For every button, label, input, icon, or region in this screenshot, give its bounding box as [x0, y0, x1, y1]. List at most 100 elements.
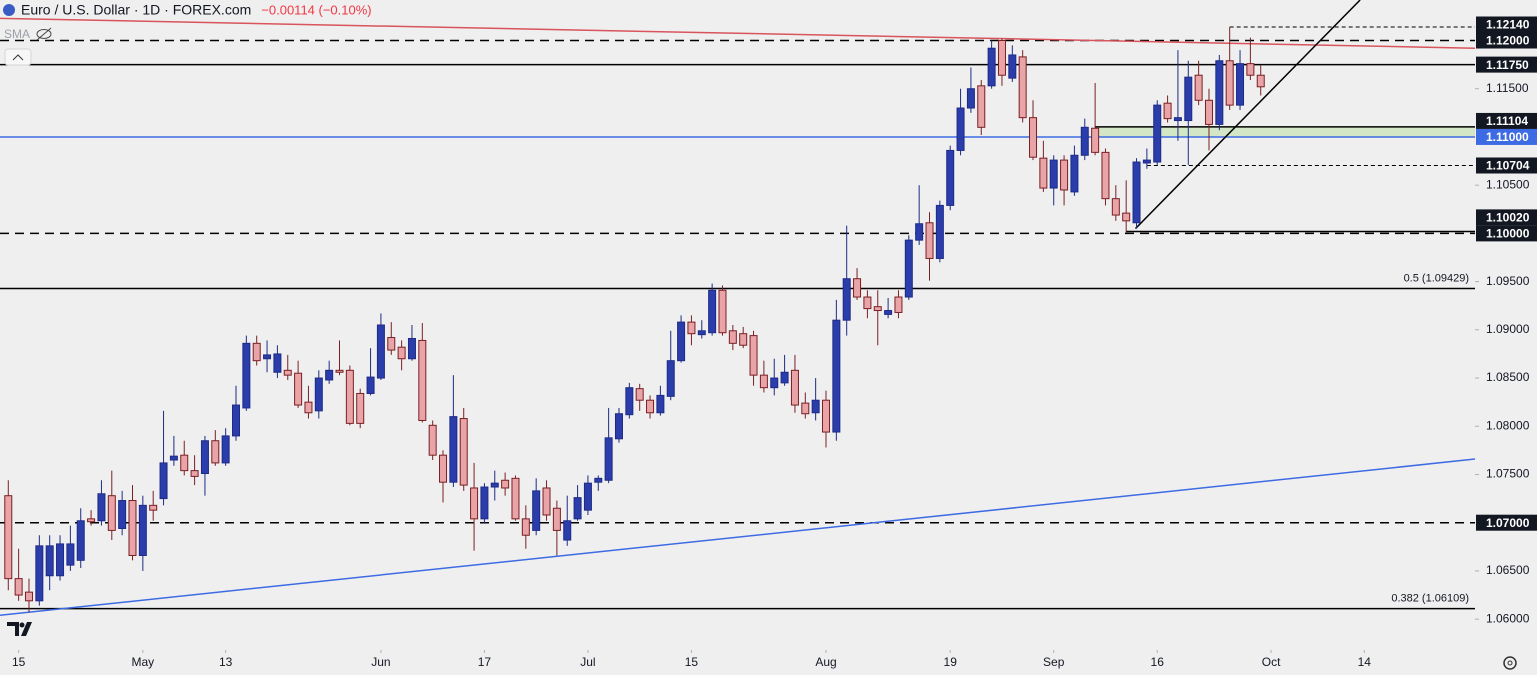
candle-body [107, 495, 116, 531]
candle-body [128, 500, 137, 556]
y-tick-label: 1.06500 [1486, 563, 1530, 577]
candle-body [656, 394, 665, 414]
candle-body [935, 204, 944, 259]
candle-body [1246, 63, 1255, 76]
price-badge-label: 1.10020 [1486, 211, 1530, 225]
price-badge-label: 1.07000 [1486, 516, 1530, 530]
candle-body [1142, 159, 1151, 164]
candle-body [283, 369, 292, 376]
candle-body [273, 353, 282, 373]
trend-line [0, 458, 1475, 617]
chart-title: Euro / U.S. Dollar · 1D · FOREX.com [21, 2, 251, 18]
zone [1095, 126, 1475, 137]
y-tick-label: 1.08000 [1486, 418, 1530, 432]
candle-body [511, 477, 520, 520]
candle-body [232, 404, 240, 437]
candle-body [1070, 154, 1079, 193]
candle-body [625, 387, 634, 416]
candle-body [1184, 76, 1193, 122]
candle-body [1080, 126, 1089, 156]
candle-body [56, 543, 65, 577]
candle-body [366, 376, 375, 394]
trend-line [1134, 0, 1361, 230]
candle-body [180, 454, 189, 472]
candle-body [24, 591, 33, 602]
candle-body [677, 321, 686, 362]
candle-body [376, 324, 385, 379]
candle-body [314, 377, 323, 412]
candle-body [252, 342, 261, 362]
price-badge [1476, 56, 1537, 73]
x-tick-label: 13 [219, 655, 233, 669]
candle-body [1173, 117, 1182, 122]
price-badge [1476, 157, 1537, 174]
candle-body [4, 495, 13, 580]
price-badge-label: 1.12140 [1486, 18, 1530, 32]
price-badge [1476, 514, 1537, 531]
candle-body [573, 497, 582, 520]
x-tick-label: 14 [1358, 655, 1372, 669]
x-tick-label: Jul [580, 655, 595, 669]
price-badge-label: 1.11000 [1486, 130, 1529, 144]
candle-body [418, 339, 427, 421]
logo [7, 622, 32, 636]
candle-body [14, 578, 23, 596]
y-tick-label: 1.08500 [1486, 370, 1530, 384]
y-tick-label: 1.06000 [1486, 611, 1530, 625]
candle-body [294, 372, 303, 406]
candle-body [397, 346, 406, 360]
candle-body [1060, 159, 1069, 191]
x-tick-label: Jun [371, 655, 390, 669]
candle-body [439, 454, 448, 483]
y-tick-label: 1.09500 [1486, 274, 1530, 288]
candle-body [925, 222, 934, 259]
level-label: 0.5 (1.09429) [1404, 272, 1469, 284]
candle-body [1163, 102, 1172, 120]
indicator-label[interactable]: SMA [4, 27, 30, 41]
candle-body [304, 401, 313, 414]
candle-body [1225, 60, 1234, 106]
y-tick-label: 1.07500 [1486, 467, 1530, 481]
candle-body [697, 330, 706, 336]
candle-body [470, 487, 479, 520]
x-tick-label: 15 [12, 655, 26, 669]
candle-body [149, 504, 158, 511]
candle-body [190, 470, 199, 477]
price-change: −0.00114 (−0.10%) [261, 2, 371, 17]
collapse-button[interactable] [4, 48, 32, 66]
x-tick-label: 17 [478, 655, 492, 669]
candle-body [853, 278, 862, 298]
candle-body [583, 482, 592, 511]
candle-body [708, 289, 717, 334]
candle-body [997, 40, 1006, 76]
price-badge-label: 1.10000 [1486, 227, 1530, 241]
candle-body [780, 371, 789, 384]
candle-body [749, 335, 758, 376]
candle-body [687, 321, 696, 335]
candle-body [1215, 60, 1224, 125]
candle-body [501, 479, 510, 489]
candle-body [1132, 161, 1141, 224]
candle-body [966, 88, 975, 109]
level-label: 0.382 (1.06109) [1391, 593, 1469, 605]
candle-body [169, 455, 178, 461]
price-axis: 1.11500 1.10500 1.09500 1.09000 1.08500 1.080… [1475, 16, 1537, 625]
price-badge-label: 1.10704 [1486, 159, 1530, 173]
candle-body [801, 402, 810, 415]
price-badge-label: 1.12000 [1486, 34, 1530, 48]
y-tick-label: 1.11500 [1486, 81, 1529, 95]
candle-body [480, 486, 489, 520]
price-badge [1476, 128, 1537, 145]
candle-body [407, 338, 416, 360]
visibility-icon[interactable] [36, 27, 52, 41]
candle-body [428, 424, 437, 456]
x-tick-label: May [132, 655, 155, 669]
candle-body [1008, 54, 1017, 79]
candle-body [521, 518, 530, 536]
x-tick-label: Sep [1043, 655, 1065, 669]
candle-body [242, 342, 251, 409]
settings-icon[interactable] [1503, 656, 1517, 670]
candle-body [1111, 198, 1120, 216]
x-tick-label: 16 [1151, 655, 1165, 669]
candle-body [1049, 159, 1058, 189]
